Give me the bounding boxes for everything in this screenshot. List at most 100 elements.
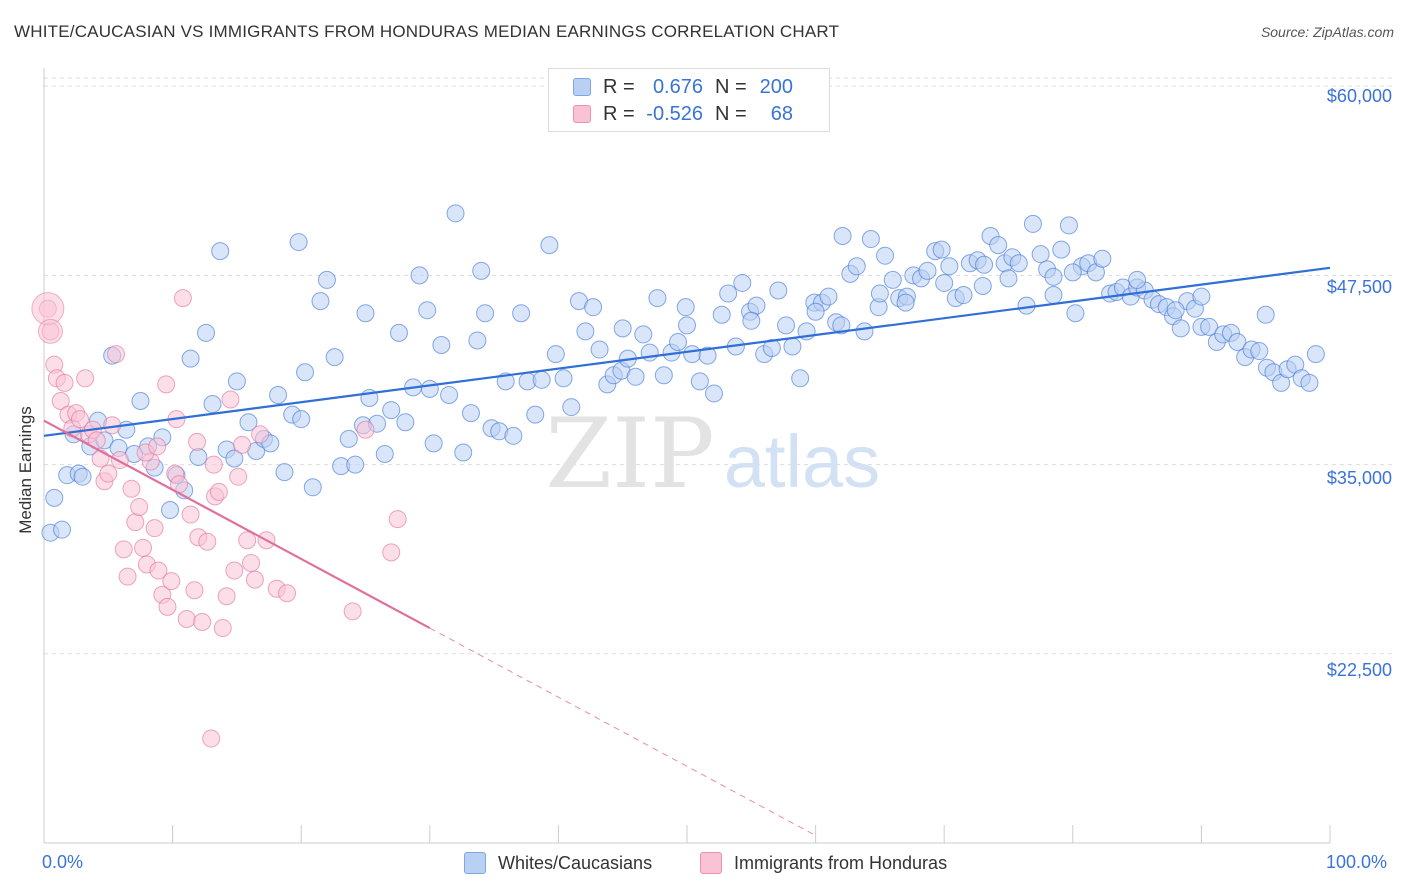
data-point-whites [1200, 317, 1219, 336]
axes [43, 68, 1331, 844]
data-point-honduras [181, 505, 200, 524]
data-point-honduras [126, 513, 145, 532]
data-point-whites [454, 443, 473, 462]
data-point-whites [690, 372, 709, 391]
data-point-honduras [37, 318, 63, 344]
legend-n-label: N = [715, 75, 747, 98]
data-point-honduras [193, 613, 212, 632]
data-point-whites [1128, 270, 1147, 289]
data-point-honduras [225, 561, 244, 580]
data-point-whites [424, 434, 443, 453]
data-point-whites [1171, 319, 1190, 338]
data-point-whites [546, 345, 565, 364]
y-tick-label: $47,500 [1326, 277, 1392, 297]
legend-swatch-pink [700, 852, 722, 874]
data-point-whites [742, 311, 761, 330]
data-point-whites [131, 392, 150, 411]
data-point-honduras [110, 451, 129, 470]
legend-r-value: -0.526 [646, 102, 703, 125]
chart-source: Source: ZipAtlas.com [1260, 24, 1394, 40]
legend-swatch-blue [464, 852, 486, 874]
data-point-whites [769, 281, 788, 300]
legend-series-label: Immigrants from Honduras [734, 852, 948, 873]
data-point-whites [918, 261, 937, 280]
data-point-honduras [149, 561, 168, 580]
trend-lines [43, 266, 1331, 836]
trend-line-honduras-extrapolated [429, 627, 816, 836]
data-point-whites [203, 395, 222, 414]
data-point-whites [526, 405, 545, 424]
data-point-whites [440, 385, 459, 404]
data-point-whites [648, 289, 667, 308]
data-point-whites [576, 322, 595, 341]
data-point-whites [832, 316, 851, 335]
data-point-whites [668, 332, 687, 351]
data-point-whites [777, 316, 796, 335]
data-point-whites [973, 276, 992, 295]
data-point-whites [504, 426, 523, 445]
data-point-whites [678, 316, 696, 335]
data-point-whites [1059, 216, 1078, 235]
data-point-honduras [114, 540, 133, 559]
correlation-legend: R = 0.676 N = 200 R = -0.526 N = 68 [548, 68, 830, 132]
data-point-honduras [204, 455, 223, 474]
data-point-honduras [229, 467, 248, 486]
data-point-whites [747, 296, 766, 315]
data-point-whites [311, 292, 330, 311]
data-point-whites [676, 298, 695, 317]
data-point-whites [762, 339, 781, 358]
data-point-whites [1228, 332, 1247, 351]
data-point-whites [1044, 267, 1063, 286]
data-point-honduras [157, 375, 176, 394]
data-point-whites [870, 284, 889, 303]
data-point-whites [819, 287, 838, 306]
data-point-whites [712, 305, 731, 324]
data-point-whites [791, 369, 810, 388]
legend-series-label: Whites/Caucasians [498, 852, 653, 873]
data-point-whites [356, 304, 375, 323]
x-tick-label: 100.0% [1326, 852, 1388, 872]
data-point-honduras [145, 519, 164, 538]
data-point-whites [292, 410, 311, 429]
data-point-whites [461, 404, 480, 423]
chart-title: WHITE/CAUCASIAN VS IMMIGRANTS FROM HONDU… [14, 22, 840, 41]
data-point-honduras [278, 584, 297, 603]
data-point-honduras [217, 587, 236, 606]
trend-line-honduras [43, 419, 431, 630]
data-point-honduras [130, 497, 149, 516]
y-tick-label: $35,000 [1326, 468, 1392, 488]
data-point-whites [269, 385, 288, 404]
bottom-legend-honduras: Immigrants from Honduras [700, 852, 947, 874]
data-point-whites [211, 242, 230, 261]
data-point-whites [989, 236, 1008, 255]
data-point-whites [468, 331, 487, 350]
data-point-whites [783, 337, 802, 356]
data-point-whites [45, 488, 64, 507]
data-point-whites [855, 322, 874, 341]
data-point-whites [339, 429, 358, 448]
data-point-honduras [233, 435, 252, 454]
data-point-whites [375, 444, 394, 463]
data-point-whites [53, 520, 72, 539]
data-point-whites [1256, 305, 1275, 324]
watermark-zip: ZIP [545, 398, 714, 510]
data-point-honduras [91, 449, 110, 468]
data-point-whites [654, 366, 673, 385]
data-point-honduras [242, 553, 261, 572]
data-point-whites [1250, 342, 1269, 361]
x-tick-label: 0.0% [42, 852, 84, 872]
data-point-honduras [221, 390, 240, 409]
data-point-honduras [173, 289, 192, 308]
legend-row-honduras: R = -0.526 N = 68 [573, 102, 793, 126]
data-point-whites [346, 455, 365, 474]
data-point-honduras [209, 482, 228, 501]
data-point-honduras [343, 602, 362, 621]
data-point-honduras [388, 510, 407, 529]
data-point-whites [562, 398, 581, 417]
data-point-honduras [185, 581, 204, 600]
y-axis-label: Median Earnings [16, 406, 35, 534]
data-point-whites [896, 293, 915, 312]
data-point-whites [239, 413, 258, 432]
data-point-whites [275, 463, 294, 482]
